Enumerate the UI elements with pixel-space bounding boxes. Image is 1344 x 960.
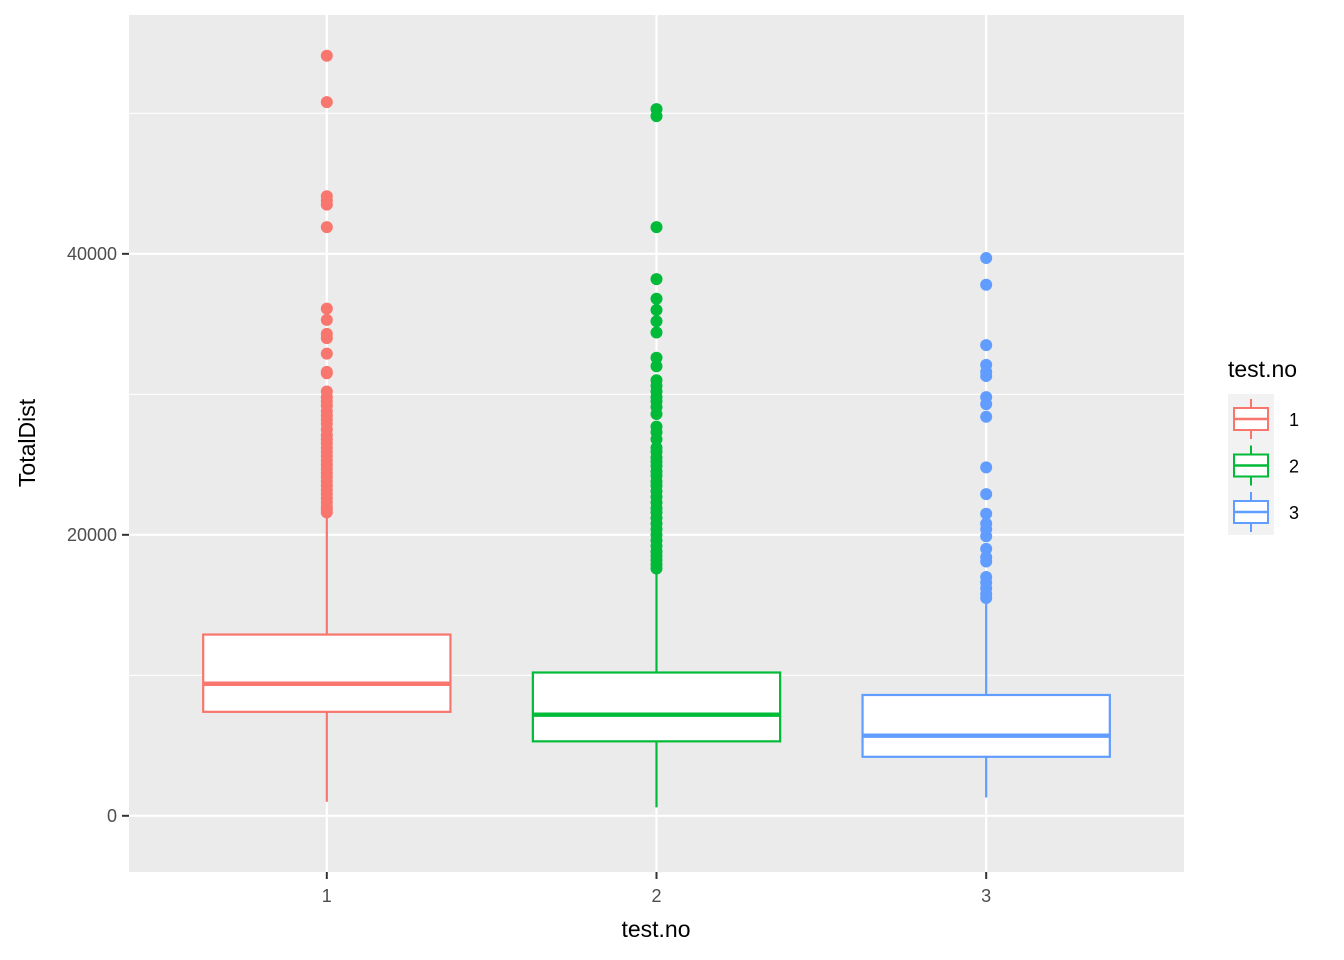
legend-item-3: 3 xyxy=(1233,492,1299,532)
legend-item-1: 1 xyxy=(1233,399,1299,439)
legend-label: 3 xyxy=(1289,503,1299,523)
y-tick-label: 20000 xyxy=(67,525,117,545)
outlier-point xyxy=(980,410,993,423)
y-axis-title: TotalDist xyxy=(14,398,40,487)
outlier-point xyxy=(980,542,993,555)
outlier-point xyxy=(980,507,993,520)
outlier-point xyxy=(650,292,663,305)
x-tick-label: 2 xyxy=(651,886,661,906)
outlier-point xyxy=(320,49,333,62)
y-axis: 0 20000 40000 xyxy=(67,244,129,826)
outlier-point xyxy=(650,351,663,364)
legend: test.no 1 2 3 xyxy=(1228,356,1299,535)
outlier-point xyxy=(320,198,333,211)
outlier-point xyxy=(650,562,663,575)
box xyxy=(861,693,1111,758)
outlier-point xyxy=(320,96,333,109)
y-tick-label: 0 xyxy=(107,806,117,826)
outlier-point xyxy=(980,370,993,383)
outlier-point xyxy=(650,407,663,420)
legend-item-2: 2 xyxy=(1233,445,1299,486)
box-group-3 xyxy=(861,252,1111,798)
x-tick-label: 3 xyxy=(981,886,991,906)
outlier-point xyxy=(320,332,333,345)
box-group-2 xyxy=(531,103,782,808)
legend-label: 1 xyxy=(1289,410,1299,430)
outlier-point xyxy=(320,506,333,519)
outlier-point xyxy=(980,555,993,568)
outlier-point xyxy=(650,221,663,234)
outlier-point xyxy=(320,221,333,234)
outlier-point xyxy=(650,315,663,328)
outlier-point xyxy=(320,367,333,380)
outlier-point xyxy=(980,278,993,291)
y-tick-label: 40000 xyxy=(67,244,117,264)
outlier-point xyxy=(650,273,663,286)
outlier-point xyxy=(980,461,993,474)
outlier-point xyxy=(650,304,663,317)
outlier-point xyxy=(320,302,333,315)
box-series xyxy=(202,49,1111,808)
box xyxy=(202,633,452,713)
x-axis-title: test.no xyxy=(621,916,690,942)
x-axis: 1 2 3 xyxy=(322,872,991,906)
x-tick-label: 1 xyxy=(322,886,332,906)
outlier-point xyxy=(980,398,993,411)
legend-title: test.no xyxy=(1228,356,1297,382)
outlier-point xyxy=(320,313,333,326)
box-group-1 xyxy=(202,49,452,802)
outlier-point xyxy=(650,360,663,373)
outlier-point xyxy=(650,110,663,123)
outlier-point xyxy=(980,252,993,265)
legend-label: 2 xyxy=(1289,457,1299,477)
outlier-point xyxy=(980,488,993,501)
outlier-point xyxy=(980,530,993,543)
box xyxy=(531,671,782,743)
outlier-point xyxy=(650,326,663,339)
outlier-point xyxy=(650,433,663,446)
outlier-point xyxy=(320,347,333,360)
outlier-point xyxy=(980,339,993,352)
outlier-point xyxy=(980,592,993,605)
